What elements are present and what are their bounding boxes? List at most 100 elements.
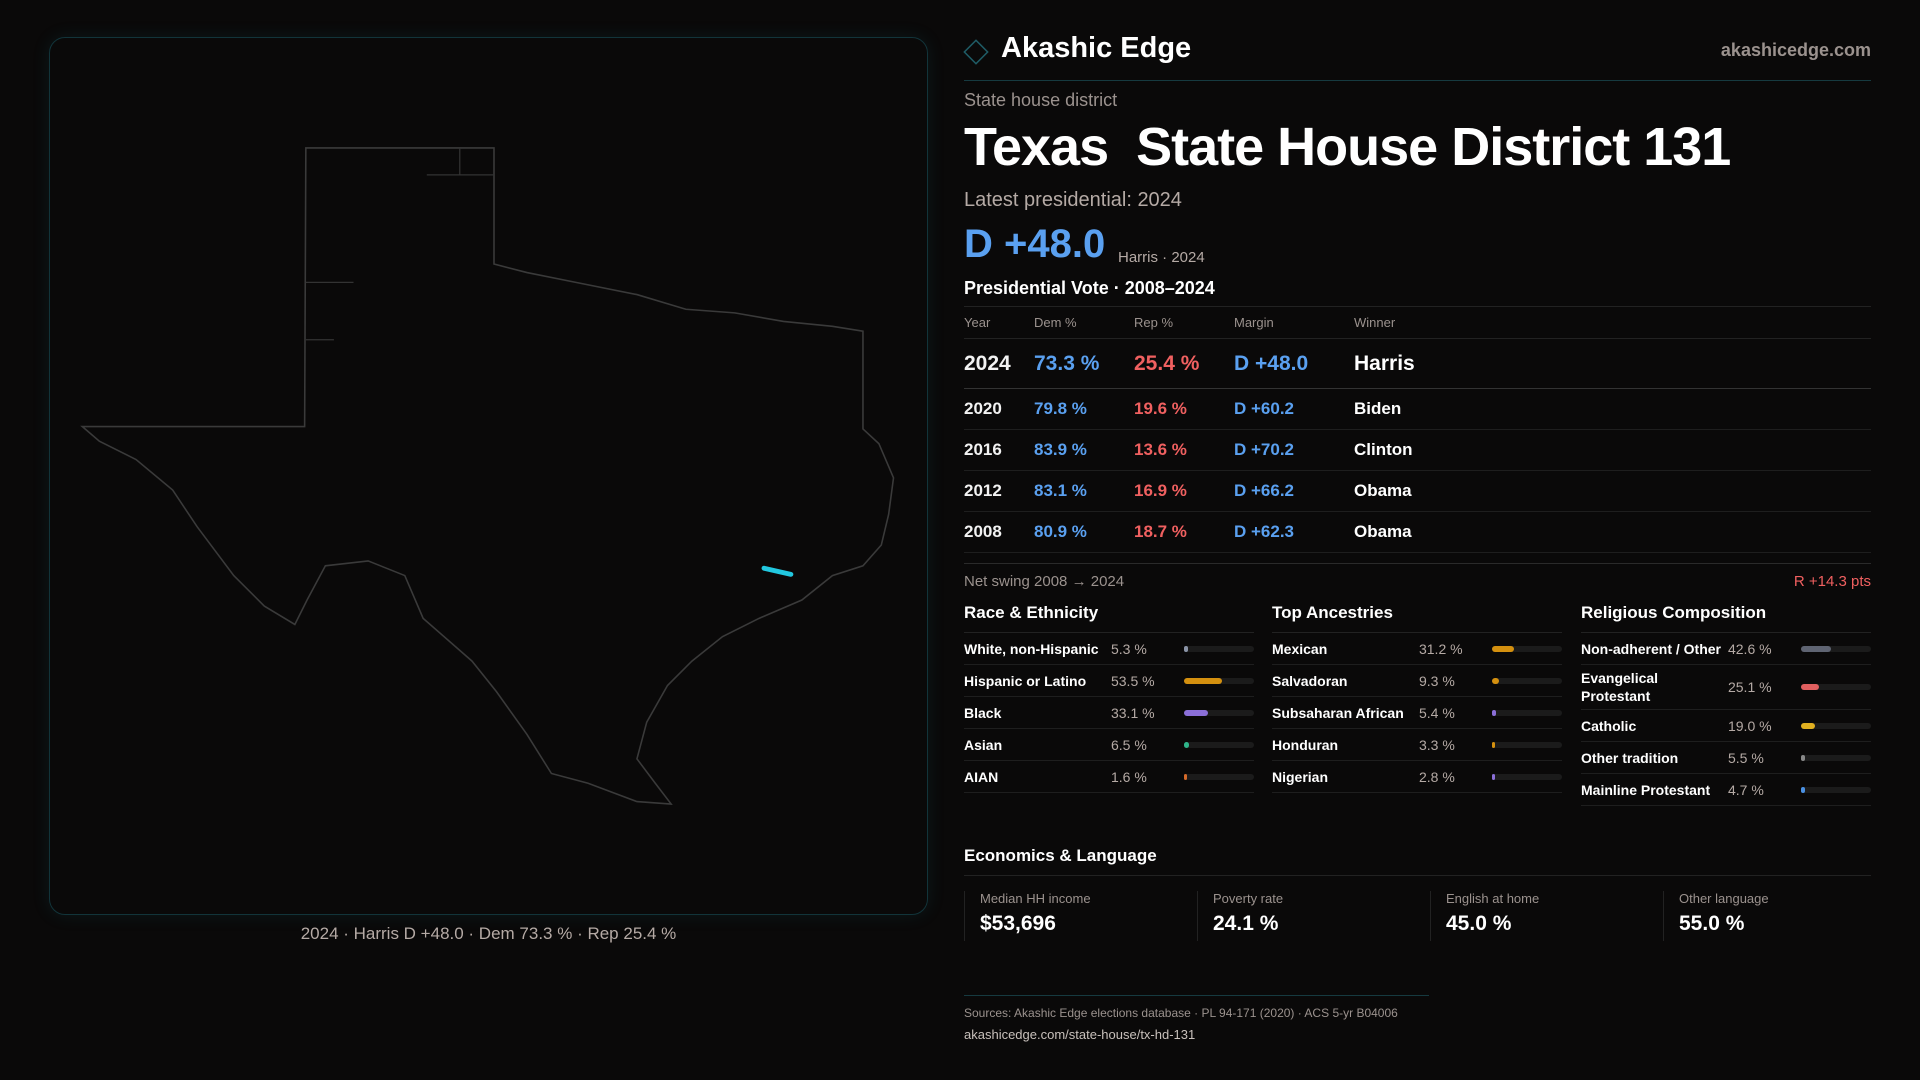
econ-card: Other language 55.0 % xyxy=(1663,891,1883,941)
religion-bar-track xyxy=(1801,786,1871,793)
religion-row: Evangelical Protestant 25.1 % xyxy=(1581,665,1871,710)
econ-value: $53,696 xyxy=(980,912,1056,935)
race-bar-fill xyxy=(1184,741,1190,748)
religion-bar-fill xyxy=(1801,722,1815,729)
ancestry-bar-fill xyxy=(1492,645,1515,652)
cell-rep: 25.4 % xyxy=(1134,338,1234,389)
col-dem: Dem % xyxy=(1034,306,1134,339)
econ-label: Poverty rate xyxy=(1213,891,1284,906)
ancestry-bar-track xyxy=(1492,645,1562,652)
cell-winner: Clinton xyxy=(1354,429,1871,471)
ancestry-value: 31.2 % xyxy=(1418,640,1463,657)
religion-value: 5.5 % xyxy=(1727,749,1764,766)
ancestry-label: Honduran xyxy=(1272,736,1339,753)
econ-value: 45.0 % xyxy=(1446,912,1512,935)
map-caption: 2024 · Harris D +48.0 · Dem 73.3 % · Rep… xyxy=(300,924,677,943)
ancestry-label: Nigerian xyxy=(1272,768,1329,785)
cell-winner: Obama xyxy=(1354,511,1871,553)
pres-row: 2024 73.3 % 25.4 % D +48.0 Harris xyxy=(964,338,1871,389)
diamond-logo-icon xyxy=(963,39,989,65)
ancestry-row: Mexican 31.2 % xyxy=(1272,633,1562,665)
religion-label: Catholic xyxy=(1581,717,1637,734)
cell-year: 2012 xyxy=(964,470,1034,512)
ancestry-value: 5.4 % xyxy=(1418,704,1455,721)
race-bar-track xyxy=(1184,645,1254,652)
swing-value: R +14.3 pts xyxy=(1793,573,1871,590)
race-bar-fill xyxy=(1184,773,1188,780)
col-year: Year xyxy=(964,306,1034,339)
ancestry-bar-fill xyxy=(1492,741,1496,748)
ancestry-value: 2.8 % xyxy=(1418,768,1455,785)
religion-label: Evangelical Protestant xyxy=(1581,670,1659,704)
divider xyxy=(964,80,1871,81)
ancestry-bar-fill xyxy=(1492,677,1499,684)
religion-value: 19.0 % xyxy=(1727,717,1772,734)
religion-bar-fill xyxy=(1801,684,1820,690)
religion-row: Mainline Protestant 4.7 % xyxy=(1581,774,1871,806)
cell-dem: 83.9 % xyxy=(1034,429,1134,471)
ancestry-section: Top Ancestries Mexican 31.2 % Salvadoran 9.3… xyxy=(1272,603,1562,793)
ancestry-row: Salvadoran 9.3 % xyxy=(1272,665,1562,697)
econ-value: 24.1 % xyxy=(1213,912,1279,935)
race-row: Asian 6.5 % xyxy=(964,729,1254,761)
race-row: Black 33.1 % xyxy=(964,697,1254,729)
ancestry-label: Salvadoran xyxy=(1272,672,1348,689)
religion-bar-fill xyxy=(1801,786,1805,793)
econ-title: Economics & Language xyxy=(964,846,1157,865)
ancestry-value: 3.3 % xyxy=(1418,736,1455,753)
district-highlight xyxy=(761,565,794,577)
religion-bar-track xyxy=(1801,645,1871,652)
religion-value: 4.7 % xyxy=(1727,781,1764,798)
race-value: 53.5 % xyxy=(1110,672,1155,689)
race-section: Race & Ethnicity White, non-Hispanic 5.3 %… xyxy=(964,603,1254,793)
cell-rep: 16.9 % xyxy=(1134,470,1234,512)
pres-row: 2020 79.8 % 19.6 % D +60.2 Biden xyxy=(964,388,1871,430)
religion-bar-fill xyxy=(1801,645,1832,652)
race-label: Hispanic or Latino xyxy=(964,672,1087,689)
page-title: Texas State House District 131 xyxy=(964,117,1731,177)
site-link[interactable]: akashicedge.com xyxy=(1720,40,1871,60)
ancestry-bar-fill xyxy=(1492,773,1496,780)
religion-label: Other tradition xyxy=(1581,749,1679,766)
divider xyxy=(964,875,1871,876)
ancestry-row: Nigerian 2.8 % xyxy=(1272,761,1562,793)
religion-bar-track xyxy=(1801,722,1871,729)
col-margin: Margin xyxy=(1234,306,1354,339)
pres-table-title: Presidential Vote · 2008–2024 xyxy=(964,278,1215,298)
econ-value: 55.0 % xyxy=(1679,912,1745,935)
race-value: 1.6 % xyxy=(1110,768,1147,785)
religion-value: 42.6 % xyxy=(1727,640,1772,657)
cell-dem: 80.9 % xyxy=(1034,511,1134,553)
map-panel[interactable] xyxy=(49,37,928,915)
cell-year: 2016 xyxy=(964,429,1034,471)
divider xyxy=(964,563,1871,564)
texas-outline xyxy=(80,147,895,805)
divider xyxy=(964,995,1429,996)
ancestry-bar-track xyxy=(1492,677,1562,684)
econ-label: English at home xyxy=(1446,891,1540,906)
race-bar-fill xyxy=(1184,645,1189,652)
cell-year: 2020 xyxy=(964,388,1034,430)
ancestry-label: Mexican xyxy=(1272,640,1328,657)
race-value: 5.3 % xyxy=(1110,640,1147,657)
ancestry-bar-track xyxy=(1492,709,1562,716)
pres-row: 2012 83.1 % 16.9 % D +66.2 Obama xyxy=(964,470,1871,512)
latest-margin: D +48.0 xyxy=(964,222,1106,266)
page-url[interactable]: akashicedge.com/state-house/tx-hd-131 xyxy=(964,1027,1196,1042)
sources: Sources: Akashic Edge elections database… xyxy=(964,1006,1398,1020)
religion-bar-fill xyxy=(1801,754,1806,761)
econ-card: Poverty rate 24.1 % xyxy=(1197,891,1417,941)
religion-bar-track xyxy=(1801,684,1871,690)
ancestry-row: Honduran 3.3 % xyxy=(1272,729,1562,761)
race-bar-track xyxy=(1184,677,1254,684)
cell-margin: D +66.2 xyxy=(1234,470,1354,512)
ancestry-bar-track xyxy=(1492,741,1562,748)
texas-map xyxy=(80,147,895,805)
county-lines xyxy=(305,147,494,341)
swing-label: Net swing 2008 → 2024 xyxy=(964,573,1125,590)
cell-margin: D +60.2 xyxy=(1234,388,1354,430)
race-bar-track xyxy=(1184,709,1254,716)
religion-row: Catholic 19.0 % xyxy=(1581,710,1871,742)
race-bar-track xyxy=(1184,741,1254,748)
cell-margin: D +70.2 xyxy=(1234,429,1354,471)
